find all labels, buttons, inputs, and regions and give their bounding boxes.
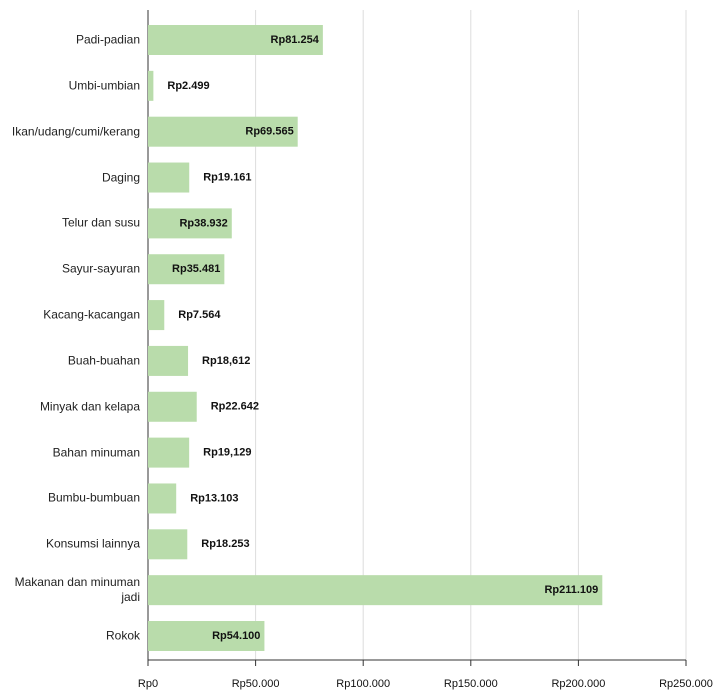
data-label: Rp7.564	[178, 309, 221, 321]
bar	[148, 162, 190, 193]
bar	[148, 575, 603, 606]
y-tick-label: Ikan/udang/cumi/kerang	[11, 124, 140, 139]
data-label: Rp18.253	[201, 538, 249, 550]
bar	[148, 25, 323, 55]
x-tick-label: Rp50.000	[232, 678, 280, 690]
bar	[148, 208, 232, 239]
y-tick-label: Minyak dan kelapa	[39, 399, 140, 414]
y-tick-label: Umbi-umbian	[68, 78, 140, 93]
x-tick-label: Rp200.000	[551, 678, 605, 690]
y-tick-label: Telur dan susu	[61, 215, 140, 230]
data-label: Rp19,129	[203, 447, 251, 459]
data-label: Rp54.100	[212, 630, 260, 642]
y-tick-label: Konsumsi lainnya	[45, 536, 140, 551]
bar	[148, 254, 225, 285]
bar	[148, 70, 154, 101]
data-label: Rp35.481	[172, 263, 220, 275]
bar	[148, 345, 189, 376]
bar	[148, 300, 165, 331]
data-label: Rp19.161	[203, 171, 251, 183]
data-label: Rp2.499	[167, 80, 209, 92]
y-tick-label: Kacang-kacangan	[43, 307, 140, 322]
bar	[148, 391, 197, 422]
bar	[148, 116, 298, 147]
bar	[148, 529, 188, 560]
data-label: Rp22.642	[211, 401, 259, 413]
data-label: Rp211.109	[544, 584, 598, 596]
x-tick-label: Rp150.000	[444, 678, 498, 690]
x-tick-label: Rp0	[138, 678, 158, 690]
bar	[148, 621, 265, 651]
y-tick-label: Sayur-sayuran	[61, 261, 140, 276]
y-tick-label: Rokok	[105, 628, 140, 643]
x-tick-label: Rp100.000	[336, 678, 390, 690]
bar	[148, 437, 190, 468]
data-label: Rp69.565	[245, 126, 293, 138]
y-tick-label: Padi-padian	[75, 32, 140, 47]
y-tick-label: Daging	[101, 170, 140, 185]
data-label: Rp38.932	[179, 217, 227, 229]
data-label: Rp13.103	[190, 492, 238, 504]
x-tick-label: Rp250.000	[659, 678, 713, 690]
data-label: Rp18,612	[202, 355, 250, 367]
y-tick-label: Bumbu-bumbuan	[47, 490, 140, 505]
y-tick-label: Makanan dan minuman jadi	[14, 575, 140, 605]
y-tick-label: Bahan minuman	[52, 445, 140, 460]
data-label: Rp81.254	[271, 34, 320, 46]
bar	[148, 483, 177, 514]
y-tick-label: Buah-buahan	[67, 353, 140, 368]
